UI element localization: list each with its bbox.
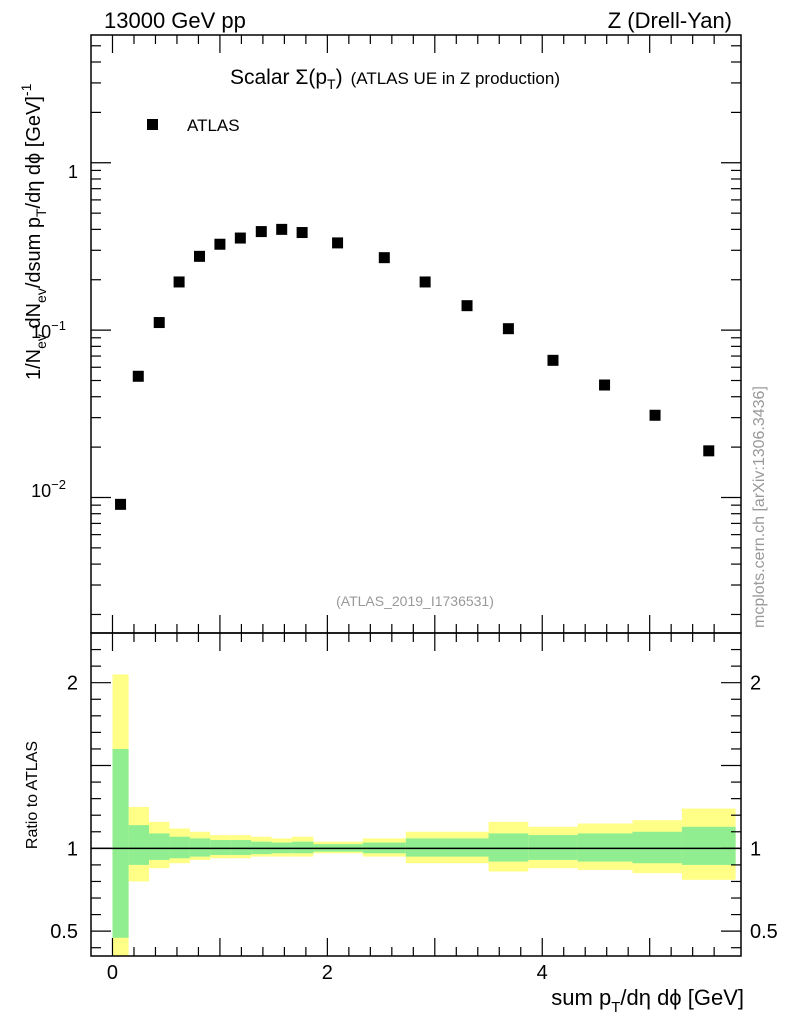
legend-label-atlas: ATLAS: [187, 116, 240, 135]
side-source-label: mcplots.cern.ch [arXiv:1306.3436]: [751, 386, 768, 628]
plot-title-rest: (ATLAS UE in Z production): [351, 69, 560, 88]
xtick-label-0: 0: [107, 962, 118, 984]
data-point-atlas-13: [461, 300, 473, 312]
ratio-ytick-label-right-0: 0.5: [750, 921, 778, 943]
ytick-label-0.1: 10−1: [31, 318, 66, 342]
plot-title: Scalar Σ(pT) (ATLAS UE in Z production): [230, 66, 560, 92]
data-point-atlas-0: [115, 498, 127, 510]
data-point-atlas-7: [255, 226, 267, 238]
xtick-label-1: 2: [322, 962, 333, 984]
legend-marker-atlas: [147, 119, 158, 130]
data-point-atlas-11: [378, 252, 390, 264]
ratio-plot-panel: Ratio to ATLAS 0.5 0.5 1 1 2 2 0 2 4 sum pT/dη d…: [24, 632, 778, 1016]
ratio-band-stat-bin-15: [528, 835, 578, 860]
plot-title-close: ): [336, 66, 343, 89]
ratio-tick-labels: 0.5 0.5 1 1 2 2 0 2 4: [50, 673, 778, 984]
ytick-label-0.01-exp: −2: [51, 477, 66, 492]
data-point-atlas-17: [649, 409, 661, 421]
ratio-yaxis-label: Ratio to ATLAS: [24, 741, 41, 849]
data-point-atlas-1: [132, 370, 144, 382]
main-plot-marks: [115, 223, 715, 510]
plot-title-sub: T: [327, 76, 336, 92]
data-point-atlas-3: [173, 276, 185, 288]
data-point-atlas-8: [276, 223, 288, 235]
data-point-atlas-2: [153, 317, 165, 329]
data-point-atlas-14: [502, 323, 514, 335]
ratio-band-stat-bin-2: [149, 833, 170, 860]
ratio-band-stat-bin-5: [210, 840, 231, 855]
ytick-label-1: 1: [68, 162, 78, 182]
xtick-label-2: 4: [537, 962, 548, 984]
data-point-atlas-15: [547, 354, 559, 366]
ratio-band-stat-bin-14: [488, 833, 529, 862]
header-energy-label: 13000 GeV pp: [104, 8, 246, 33]
ratio-ytick-label-right-1: 1: [750, 838, 761, 860]
ratio-band-stat-bin-18: [681, 826, 736, 865]
data-point-atlas-5: [214, 238, 226, 250]
data-point-atlas-18: [703, 445, 715, 457]
ratio-ytick-label-left-1: 1: [67, 838, 78, 860]
plot-title-sigma: Σ(p: [295, 66, 327, 89]
ytick-label-0.1-base: 10: [31, 322, 51, 342]
ratio-uncertainty-bands: [112, 674, 736, 956]
plot-title-main: Scalar: [230, 66, 295, 89]
data-point-atlas-4: [194, 250, 206, 262]
ratio-band-stat-bin-13: [445, 838, 489, 857]
analysis-id-label: (ATLAS_2019_I1736531): [336, 593, 494, 609]
ytick-label-0.01: 10−2: [31, 477, 66, 501]
ratio-ytick-label-right-2: 2: [750, 673, 761, 695]
main-plot-ticks: [91, 35, 741, 633]
header-process-label: Z (Drell-Yan): [608, 8, 732, 33]
xaxis-label: sum pT/dη dϕ [GeV]: [551, 985, 744, 1016]
ytick-label-0.1-exp: −1: [51, 318, 66, 333]
data-point-atlas-12: [419, 276, 431, 288]
ratio-band-stat-bin-0: [112, 748, 129, 938]
ratio-plot-frame: [90, 632, 742, 957]
main-plot-panel: Scalar Σ(pT) (ATLAS UE in Z production) A…: [18, 34, 742, 634]
ratio-band-stat-bin-1: [128, 825, 150, 865]
ytick-label-0.01-base: 10: [31, 481, 51, 501]
ratio-band-stat-bin-16: [577, 833, 633, 862]
data-point-atlas-10: [332, 237, 344, 249]
ratio-band-stat-bin-9: [291, 841, 314, 854]
ratio-band-stat-bin-12: [405, 838, 446, 857]
main-yaxis-label: 1/Nev dNev/dsum pT/dη dϕ [GeV]-1: [18, 83, 49, 380]
ratio-band-stat-bin-3: [169, 836, 190, 859]
ratio-ytick-label-left-2: 2: [67, 673, 78, 695]
ratio-band-stat-bin-17: [632, 831, 682, 864]
ratio-ytick-label-left-0: 0.5: [50, 921, 78, 943]
data-point-atlas-6: [234, 232, 246, 244]
data-point-atlas-9: [296, 227, 308, 239]
ratio-band-stat-bin-6: [230, 840, 252, 855]
data-point-atlas-16: [599, 379, 611, 391]
ratio-band-stat-bin-4: [189, 838, 211, 857]
ratio-plot-ticks: [91, 633, 741, 956]
